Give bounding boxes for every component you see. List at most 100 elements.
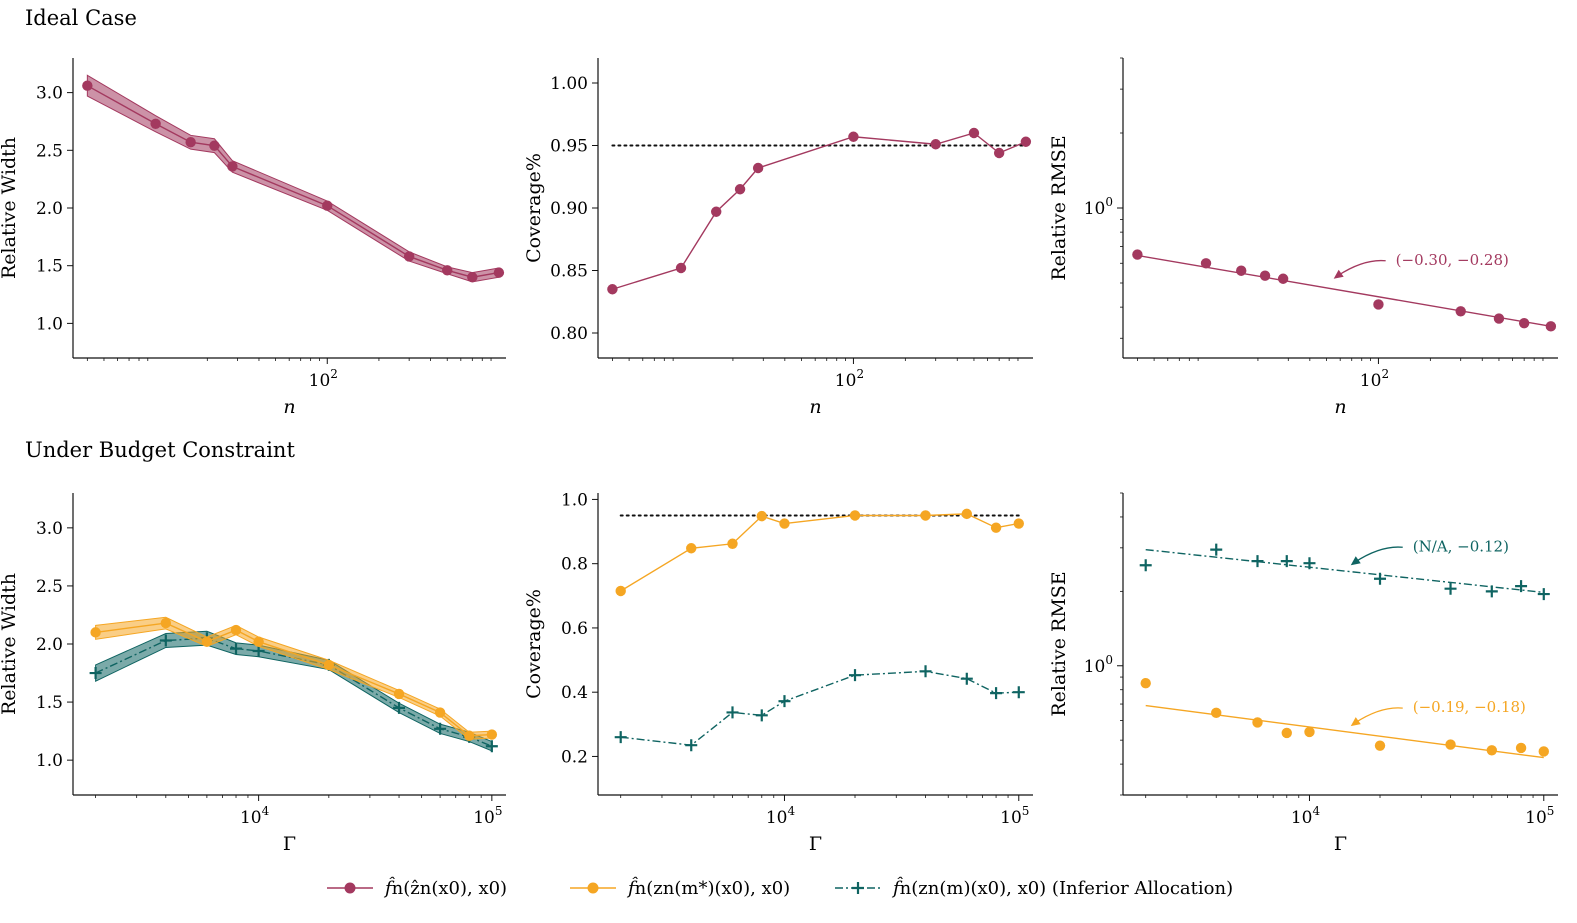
data-point — [919, 665, 932, 678]
data-point — [968, 127, 980, 139]
data-point — [1251, 555, 1264, 568]
data-point — [464, 730, 475, 741]
annotation-arrowhead — [1350, 556, 1361, 566]
x-tick-label: 104 — [240, 804, 270, 828]
data-point — [726, 706, 739, 719]
x-axis-label: Γ — [1334, 833, 1347, 855]
data-point — [403, 251, 415, 262]
data-point — [393, 688, 405, 700]
data-point — [1252, 717, 1263, 728]
data-point — [1020, 136, 1032, 147]
x-tick-label: 104 — [1291, 804, 1321, 828]
y-tick-label: 1.0 — [36, 751, 63, 771]
data-point — [675, 262, 687, 274]
legend-label: f̂n(zn(m*)(x0), x0) — [626, 876, 790, 899]
y-tick-label: 0.4 — [561, 683, 588, 703]
x-tick-label: 104 — [766, 804, 796, 828]
annotation-label: (−0.19, −0.18) — [1413, 698, 1526, 716]
series-0 — [607, 127, 1032, 295]
data-point — [89, 667, 102, 680]
data-point — [849, 510, 861, 521]
data-point — [920, 510, 931, 521]
y-tick-label: 1.0 — [36, 314, 63, 334]
x-tick-label: 102 — [835, 367, 864, 391]
x-axis-label: n — [1334, 396, 1346, 418]
data-point — [159, 634, 172, 647]
panel-budget-coverage: 104 105 0.2 0.4 0.6 0.8 1.0 Γ Coverage% — [523, 490, 1033, 855]
data-point — [1200, 258, 1212, 269]
legend: f̂n(ẑn(x0), x0) f̂n(zn(m*)(x0), x0) f̂n(zn… — [327, 876, 1233, 899]
data-point — [434, 707, 446, 718]
data-point — [961, 508, 972, 520]
data-point — [930, 139, 941, 150]
data-point — [1485, 585, 1498, 598]
data-point — [607, 284, 618, 295]
data-point — [493, 267, 505, 278]
y-tick-label: 1.00 — [550, 74, 588, 94]
data-point — [990, 687, 1003, 700]
data-point — [227, 161, 238, 172]
data-point — [434, 722, 447, 735]
y-tick-label: 1.5 — [36, 693, 63, 713]
x-tick-label: 105 — [473, 804, 502, 828]
series-0 — [82, 74, 505, 283]
y-tick-label: 100 — [1084, 195, 1113, 219]
x-tick-label: 105 — [1525, 804, 1554, 828]
data-point — [1132, 249, 1143, 260]
data-point — [1236, 265, 1247, 276]
data-point — [442, 265, 453, 276]
x-tick-label: 105 — [1000, 804, 1029, 828]
data-point — [82, 80, 93, 91]
data-point — [711, 206, 722, 217]
y-axis-label: Relative RMSE — [1048, 135, 1070, 280]
data-point — [727, 538, 738, 549]
data-point — [1515, 742, 1527, 754]
series-line — [612, 132, 1027, 290]
data-point — [1486, 745, 1497, 756]
y-tick-label: 0.2 — [561, 747, 588, 767]
y-axis-label: Relative Width — [0, 137, 20, 279]
data-point — [1455, 306, 1466, 317]
series-0 — [615, 508, 1024, 597]
data-point — [393, 701, 406, 714]
y-tick-label: 2.5 — [36, 577, 63, 597]
data-point — [848, 131, 859, 142]
data-point — [993, 147, 1005, 159]
data-point — [1139, 559, 1152, 572]
annotation-label: (N/A, −0.12) — [1413, 537, 1509, 555]
panel-budget-width: 104 105 1.0 1.5 2.0 2.5 3.0 Γ Relative Width — [0, 493, 506, 855]
annotation-arrow — [1354, 707, 1403, 724]
data-point — [756, 510, 767, 522]
series-line — [620, 670, 1019, 746]
row-title-ideal: Ideal Case — [25, 6, 137, 30]
data-point — [1493, 313, 1505, 324]
data-point — [849, 669, 862, 682]
data-point — [614, 731, 627, 744]
data-point — [734, 184, 746, 195]
y-tick-label: 0.85 — [550, 262, 588, 282]
annotation-arrow — [1354, 546, 1403, 563]
y-axis-label: Coverage% — [523, 589, 545, 699]
series-1 — [1140, 678, 1549, 759]
data-point — [752, 162, 764, 174]
data-point — [1013, 518, 1024, 529]
y-tick-label: 1.0 — [561, 490, 588, 510]
y-tick-label: 0.90 — [550, 199, 588, 219]
y-tick-label: 0.6 — [561, 619, 588, 639]
data-point — [160, 617, 172, 629]
panel-budget-rmse: 104 105 100 Γ Relative RMSE (N/A, −0.12) (−0.1… — [1048, 492, 1558, 855]
data-point — [209, 140, 220, 151]
series-line — [95, 622, 492, 737]
panel-ideal-width: 102 1.0 1.5 2.0 2.5 3.0 n Relative Width — [0, 58, 506, 418]
data-point — [485, 740, 498, 753]
y-tick-label: 2.0 — [36, 635, 63, 655]
data-point — [1259, 270, 1271, 281]
annotation-arrowhead — [1350, 717, 1361, 727]
data-point — [1518, 317, 1530, 329]
series-line — [620, 513, 1019, 592]
x-axis-label: Γ — [283, 833, 296, 855]
data-point — [1304, 726, 1315, 738]
data-point — [1444, 582, 1457, 595]
x-tick-label: 102 — [309, 367, 338, 391]
